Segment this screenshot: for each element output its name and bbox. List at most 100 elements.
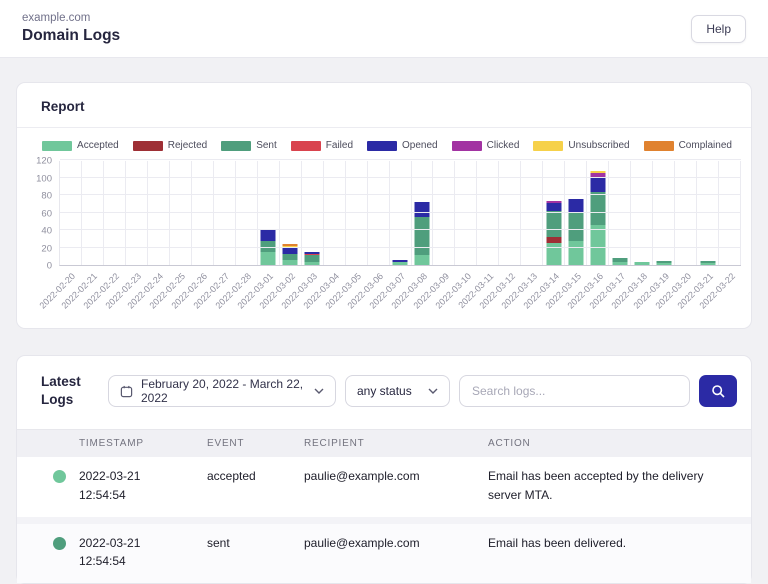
horizontal-gridline <box>60 176 741 178</box>
y-axis-tick-label: 0 <box>46 260 52 272</box>
bar-segment-sent <box>590 191 606 225</box>
bar-segment-sent <box>282 253 298 260</box>
legend-label: Clicked <box>486 140 520 151</box>
y-axis-tick-label: 120 <box>36 155 52 167</box>
legend-item-accepted[interactable]: Accepted <box>42 140 119 151</box>
legend-item-sent[interactable]: Sent <box>221 140 277 151</box>
legend-label: Accepted <box>77 140 119 151</box>
legend-item-rejected[interactable]: Rejected <box>132 140 207 151</box>
bar-segment-accepted <box>414 255 430 265</box>
chart-bar-slot <box>324 161 346 265</box>
domain-name: example.com <box>22 12 91 24</box>
legend-swatch <box>132 140 163 151</box>
stacked-bar <box>634 262 650 265</box>
bar-segment-accepted <box>260 251 276 265</box>
bar-segment-accepted <box>634 262 650 265</box>
chart-bar-slot <box>368 161 390 265</box>
search-icon <box>711 384 725 398</box>
status-dot <box>53 536 66 550</box>
logs-table-header: TIMESTAMP EVENT RECIPIENT ACTION <box>17 429 751 458</box>
recipient-cell: paulie@example.com <box>304 535 420 550</box>
y-axis-tick-label: 80 <box>41 190 52 202</box>
header-titles: example.com Domain Logs <box>22 12 120 45</box>
logs-controls: Latest Logs February 20, 2022 - March 22… <box>17 356 751 409</box>
bar-segment-clicked <box>590 173 606 177</box>
table-row: 2022-03-21 12:54:54 sent paulie@example.com… <box>17 516 751 583</box>
legend-item-opened[interactable]: Opened <box>367 140 438 151</box>
page-header: example.com Domain Logs Help <box>0 0 768 58</box>
status-dot <box>53 470 66 484</box>
chart-x-axis: 2022-02-20 2022-02-21 2022-02-22 2022-02-23… <box>37 266 741 320</box>
report-title: Report <box>17 83 751 128</box>
bar-segment-opened <box>414 202 430 217</box>
chart-bar-slot <box>236 161 258 265</box>
column-header-empty <box>17 438 79 449</box>
chart-bar-slot <box>192 161 214 265</box>
date-range-picker[interactable]: February 20, 2022 - March 22, 2022 <box>108 375 336 408</box>
chart-bar-slot <box>214 161 236 265</box>
bar-segment-sent <box>568 211 584 242</box>
y-axis-tick-label: 60 <box>41 208 52 219</box>
calendar-icon <box>120 385 133 397</box>
horizontal-gridline <box>60 194 741 195</box>
legend-item-unsubscribed[interactable]: Unsubscribed <box>533 140 630 151</box>
bar-segment-accepted <box>392 261 408 265</box>
bar-segment-accepted <box>282 259 298 265</box>
date-range-value: February 20, 2022 - March 22, 2022 <box>141 377 304 406</box>
y-axis-tick-label: 40 <box>41 225 52 237</box>
legend-item-failed[interactable]: Failed <box>290 140 353 151</box>
stacked-bar <box>656 260 672 265</box>
column-header-timestamp: TIMESTAMP <box>79 438 144 450</box>
legend-swatch <box>42 140 73 151</box>
legend-label: Unsubscribed <box>568 140 630 151</box>
chart-bar-slot <box>719 161 742 265</box>
bar-segment-accepted <box>590 224 606 265</box>
chart-bar-slot <box>82 161 104 265</box>
chart-plot <box>59 159 742 266</box>
stacked-bar <box>392 259 408 265</box>
bar-segment-opened <box>590 176 606 192</box>
status-dot-cell <box>17 467 79 504</box>
table-row: 2022-03-21 12:54:54 accepted paulie@example… <box>17 457 751 517</box>
chart-bar-slot <box>697 161 720 265</box>
legend-item-complained[interactable]: Complained <box>643 140 732 151</box>
bar-segment-accepted <box>546 243 562 265</box>
chart-bar-slot <box>412 161 434 265</box>
chart-bar-slot <box>477 161 500 265</box>
bar-segment-accepted <box>700 263 716 265</box>
latest-logs-card: Latest Logs February 20, 2022 - March 22… <box>16 355 752 584</box>
status-filter-value: any status <box>357 384 412 399</box>
stacked-bar <box>260 230 276 265</box>
chart-bar-slot <box>455 161 478 265</box>
chart-bar-slot <box>543 161 566 265</box>
chart-bar-slot <box>126 161 148 265</box>
timestamp-time: 12:54:54 <box>79 488 126 503</box>
status-filter-select[interactable]: any status <box>345 375 450 408</box>
event-cell: accepted <box>207 469 256 484</box>
recipient-cell: paulie@example.com <box>304 469 420 484</box>
chart-bar-slot <box>653 161 676 265</box>
chart-bar-slot <box>609 161 632 265</box>
chart-bar-slot <box>302 161 324 265</box>
bar-segment-rejected <box>546 237 562 244</box>
bar-segment-accepted <box>304 261 320 265</box>
chart-bar-slot <box>170 161 192 265</box>
event-cell: sent <box>207 535 230 550</box>
chart-bar-slot <box>104 161 126 265</box>
help-button[interactable]: Help <box>691 14 746 43</box>
bar-segment-sent <box>546 210 562 237</box>
chart-bar-slot <box>346 161 368 265</box>
chart-bar-slot <box>675 161 698 265</box>
stacked-bar <box>590 170 606 265</box>
bar-segment-opened <box>260 230 276 242</box>
chevron-down-icon <box>428 388 438 395</box>
bar-segment-unsubscribed <box>282 245 298 247</box>
column-header-action: ACTION <box>488 438 531 450</box>
legend-swatch <box>367 140 398 151</box>
search-button[interactable] <box>699 375 737 408</box>
search-input[interactable] <box>459 375 690 408</box>
bar-segment-sent <box>304 255 320 262</box>
legend-swatch <box>290 140 321 151</box>
legend-item-clicked[interactable]: Clicked <box>451 140 520 151</box>
logs-title: Latest Logs <box>41 374 81 408</box>
